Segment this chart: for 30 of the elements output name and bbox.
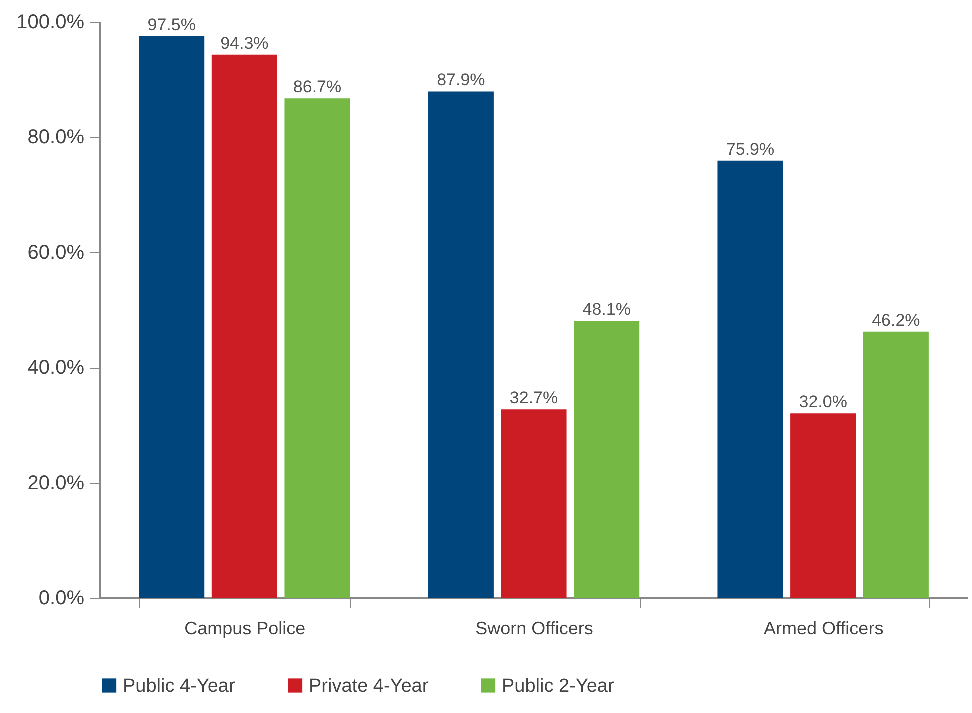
y-tick-label: 0.0% [38, 588, 85, 610]
y-tick-label: 80.0% [28, 126, 85, 149]
y-tick-label: 40.0% [28, 357, 85, 380]
x-tick-label: Sworn Officers [476, 618, 594, 638]
bar [863, 332, 929, 598]
data-label: 97.5% [148, 15, 196, 34]
data-label: 94.3% [220, 34, 269, 53]
bar [790, 414, 856, 598]
data-label: 32.0% [799, 392, 848, 412]
bar [718, 160, 784, 598]
y-tick-label: 20.0% [28, 472, 85, 494]
legend-label: Public 4-Year [123, 676, 236, 697]
legend-label: Private 4-Year [309, 676, 430, 697]
x-tick-label: Campus Police [184, 618, 306, 638]
data-label: 86.7% [293, 78, 342, 97]
bar [428, 92, 494, 598]
x-tick-label: Armed Officers [764, 618, 884, 638]
data-label: 32.7% [510, 388, 558, 408]
data-label: 46.2% [872, 310, 920, 330]
bar [139, 36, 205, 598]
data-label: 48.1% [582, 300, 631, 319]
bar [284, 98, 350, 598]
y-tick-label: 100.0% [16, 12, 85, 34]
data-label: 75.9% [726, 140, 775, 159]
y-tick-label: 60.0% [28, 242, 85, 264]
bar [501, 410, 567, 598]
bar [574, 320, 640, 598]
bar [212, 54, 278, 598]
data-label: 87.9% [437, 70, 486, 90]
legend-label: Public 2-Year [502, 676, 615, 697]
